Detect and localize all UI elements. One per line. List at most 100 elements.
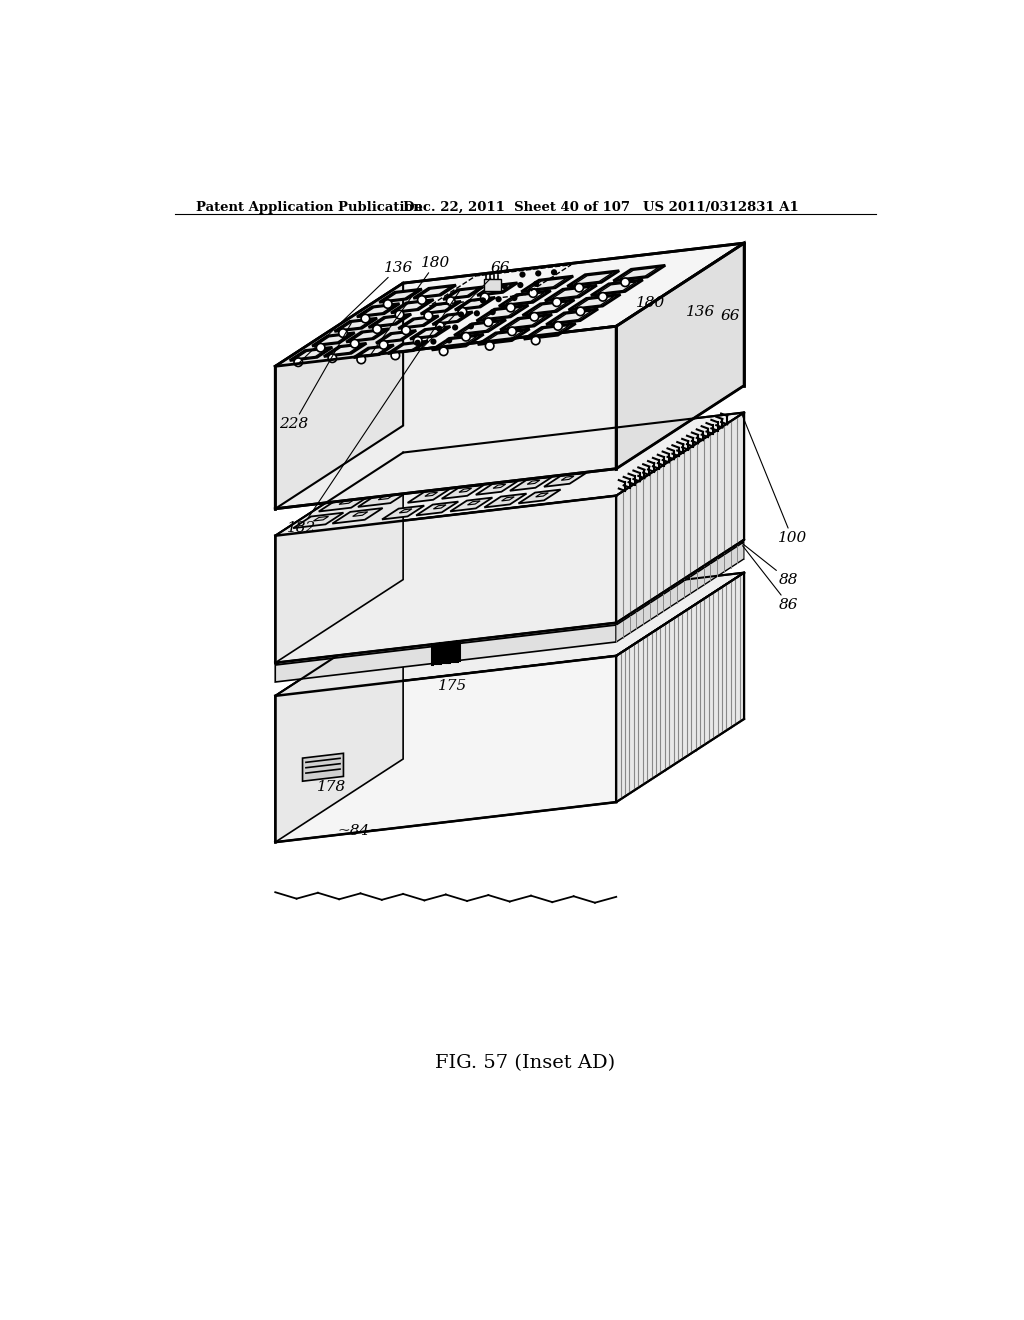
Polygon shape xyxy=(391,300,433,313)
Polygon shape xyxy=(616,243,744,469)
Circle shape xyxy=(577,308,585,315)
Polygon shape xyxy=(476,480,518,495)
Polygon shape xyxy=(358,491,409,507)
Polygon shape xyxy=(378,495,393,500)
Text: 66: 66 xyxy=(721,309,740,323)
Polygon shape xyxy=(414,285,456,298)
Polygon shape xyxy=(544,451,557,455)
Polygon shape xyxy=(544,473,586,487)
Polygon shape xyxy=(527,279,566,290)
Polygon shape xyxy=(510,477,552,491)
Circle shape xyxy=(507,304,515,312)
Polygon shape xyxy=(379,289,422,302)
Polygon shape xyxy=(293,512,343,528)
Polygon shape xyxy=(529,302,568,314)
Polygon shape xyxy=(425,492,437,496)
Polygon shape xyxy=(275,284,403,508)
Polygon shape xyxy=(396,301,428,312)
Polygon shape xyxy=(369,314,412,327)
Polygon shape xyxy=(454,319,506,335)
Polygon shape xyxy=(597,281,636,293)
Circle shape xyxy=(479,297,486,304)
Circle shape xyxy=(357,355,366,364)
Polygon shape xyxy=(403,478,419,483)
Polygon shape xyxy=(616,543,744,642)
Polygon shape xyxy=(381,333,412,342)
Circle shape xyxy=(446,297,455,305)
Circle shape xyxy=(511,294,517,301)
Polygon shape xyxy=(461,322,500,334)
Circle shape xyxy=(551,269,557,276)
Polygon shape xyxy=(362,305,394,315)
Polygon shape xyxy=(403,318,433,327)
Polygon shape xyxy=(573,273,612,284)
Polygon shape xyxy=(313,516,329,521)
Polygon shape xyxy=(275,453,403,663)
Circle shape xyxy=(489,309,496,315)
Circle shape xyxy=(384,300,392,309)
Circle shape xyxy=(528,289,538,297)
Circle shape xyxy=(485,342,494,350)
Circle shape xyxy=(436,322,444,330)
Circle shape xyxy=(530,313,539,321)
Text: ~84~: ~84~ xyxy=(337,824,382,838)
Polygon shape xyxy=(353,345,394,358)
Polygon shape xyxy=(494,484,506,488)
Circle shape xyxy=(395,310,403,319)
Circle shape xyxy=(379,341,388,348)
Polygon shape xyxy=(399,508,412,513)
Polygon shape xyxy=(275,612,403,842)
Polygon shape xyxy=(374,315,406,326)
Polygon shape xyxy=(329,345,361,355)
Polygon shape xyxy=(510,455,523,459)
Polygon shape xyxy=(451,498,493,511)
Polygon shape xyxy=(567,271,620,286)
Polygon shape xyxy=(546,309,598,325)
Circle shape xyxy=(554,322,562,330)
Text: 136: 136 xyxy=(686,305,715,319)
Circle shape xyxy=(474,310,480,317)
Circle shape xyxy=(339,329,347,338)
Circle shape xyxy=(553,298,561,306)
Polygon shape xyxy=(484,279,501,290)
Polygon shape xyxy=(441,484,484,499)
Polygon shape xyxy=(553,312,592,322)
Polygon shape xyxy=(275,496,616,663)
Polygon shape xyxy=(493,451,536,466)
Text: 182: 182 xyxy=(287,290,460,535)
Circle shape xyxy=(316,343,325,352)
Polygon shape xyxy=(484,471,498,475)
Polygon shape xyxy=(416,502,459,515)
Polygon shape xyxy=(275,543,744,665)
Polygon shape xyxy=(507,317,546,329)
Circle shape xyxy=(517,282,523,288)
Circle shape xyxy=(373,325,381,334)
Polygon shape xyxy=(426,304,456,313)
Polygon shape xyxy=(587,459,599,463)
Circle shape xyxy=(621,279,630,286)
Polygon shape xyxy=(438,337,477,348)
Polygon shape xyxy=(365,483,380,487)
Polygon shape xyxy=(523,323,575,339)
Circle shape xyxy=(458,308,467,315)
Circle shape xyxy=(496,296,502,302)
Polygon shape xyxy=(527,447,569,462)
Polygon shape xyxy=(468,500,480,506)
Text: Dec. 22, 2011  Sheet 40 of 107: Dec. 22, 2011 Sheet 40 of 107 xyxy=(403,201,630,214)
Polygon shape xyxy=(357,304,399,317)
Polygon shape xyxy=(455,297,495,310)
Circle shape xyxy=(458,312,464,318)
Text: 88: 88 xyxy=(740,543,799,587)
Circle shape xyxy=(415,339,421,346)
Polygon shape xyxy=(388,341,428,354)
Polygon shape xyxy=(551,288,591,298)
Polygon shape xyxy=(620,267,658,279)
Polygon shape xyxy=(335,318,377,331)
Polygon shape xyxy=(410,326,451,339)
Polygon shape xyxy=(522,300,574,315)
Circle shape xyxy=(536,271,542,276)
Circle shape xyxy=(502,284,508,289)
Polygon shape xyxy=(536,461,578,474)
Polygon shape xyxy=(275,412,744,536)
Circle shape xyxy=(519,272,525,277)
